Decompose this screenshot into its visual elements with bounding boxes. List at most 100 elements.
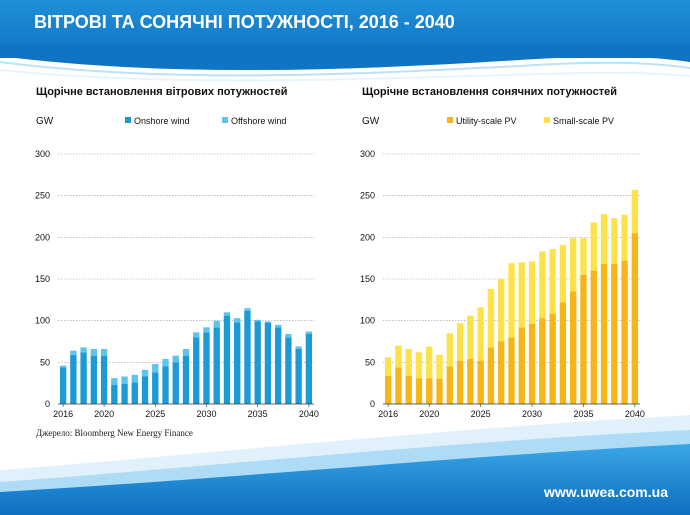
y-tick-label: 300 xyxy=(35,149,50,159)
bar-segment xyxy=(426,378,433,404)
bar-segment xyxy=(244,310,251,404)
bar-segment xyxy=(477,360,484,404)
y-unit-label: GW xyxy=(36,116,54,127)
bar-segment xyxy=(395,345,402,368)
bar-segment xyxy=(467,315,474,359)
bar-segment xyxy=(111,378,118,385)
bar-segment xyxy=(162,366,169,404)
bar-segment xyxy=(580,274,587,404)
bar-segment xyxy=(70,350,77,355)
bar-segment xyxy=(223,312,231,316)
bar-segment xyxy=(111,384,118,404)
bar-segment xyxy=(203,332,210,404)
y-tick-label: 150 xyxy=(35,274,50,284)
x-tick-label: 2040 xyxy=(625,409,645,419)
bar-segment xyxy=(621,214,628,261)
bar-segment xyxy=(131,374,138,383)
legend-label: Offshore wind xyxy=(231,116,286,126)
x-tick-label: 2025 xyxy=(471,409,491,419)
chart-title: Щорічне встановлення сонячних потужносте… xyxy=(362,86,617,98)
bar-segment xyxy=(600,264,608,404)
chart-title: Щорічне встановлення вітрових потужносте… xyxy=(36,86,287,98)
bar-segment xyxy=(172,362,179,404)
bar-segment xyxy=(213,320,220,328)
bar-segment xyxy=(90,349,98,356)
bar-segment xyxy=(477,307,484,361)
bar-segment xyxy=(600,214,608,264)
bar-segment xyxy=(121,376,128,384)
legend-swatch xyxy=(222,117,228,123)
bar-segment xyxy=(254,321,261,404)
bar-segment xyxy=(415,378,423,404)
y-tick-label: 0 xyxy=(370,399,375,409)
x-tick-label: 2020 xyxy=(94,409,114,419)
bar-segment xyxy=(384,357,392,376)
website-link[interactable]: www.uwea.com.ua xyxy=(544,484,668,500)
x-tick-label: 2016 xyxy=(378,409,398,419)
bar-segment xyxy=(59,367,67,404)
bar-segment xyxy=(234,318,241,323)
y-unit-label: GW xyxy=(362,116,380,127)
bar-segment xyxy=(580,238,587,275)
y-tick-label: 200 xyxy=(360,232,375,242)
bar-segment xyxy=(569,291,577,404)
bar-segment xyxy=(559,244,567,303)
bar-segment xyxy=(539,318,546,404)
bar-segment xyxy=(182,355,190,404)
bar-segment xyxy=(203,327,210,333)
bar-segment xyxy=(631,233,639,404)
legend-swatch xyxy=(125,117,131,123)
legend-swatch xyxy=(447,117,453,123)
bar-segment xyxy=(285,334,292,338)
bar-segment xyxy=(305,334,313,404)
bar-segment xyxy=(80,352,87,404)
bar-segment xyxy=(264,321,272,323)
x-tick-label: 2040 xyxy=(299,409,319,419)
bar-segment xyxy=(611,264,618,404)
bar-segment xyxy=(539,251,546,319)
bar-segment xyxy=(234,322,241,404)
y-tick-label: 300 xyxy=(360,149,375,159)
bar-segment xyxy=(152,364,159,373)
bar-segment xyxy=(295,346,302,349)
legend-label: Utility-scale PV xyxy=(456,116,517,126)
bar-segment xyxy=(285,337,292,404)
footer-wave-decoration xyxy=(0,415,690,515)
bar-segment xyxy=(274,324,282,328)
x-tick-label: 2035 xyxy=(248,409,268,419)
bar-segment xyxy=(467,359,474,404)
bar-segment xyxy=(152,372,159,404)
bar-segment xyxy=(518,262,525,328)
x-tick-label: 2035 xyxy=(573,409,593,419)
bar-segment xyxy=(80,347,87,353)
bar-segment xyxy=(436,354,443,379)
bar-segment xyxy=(182,349,190,356)
y-tick-label: 100 xyxy=(360,316,375,326)
y-tick-label: 250 xyxy=(360,191,375,201)
bar-segment xyxy=(384,375,392,404)
bar-segment xyxy=(528,324,536,404)
x-tick-label: 2030 xyxy=(196,409,216,419)
bar-segment xyxy=(223,315,231,404)
bar-segment xyxy=(131,382,138,404)
bar-segment xyxy=(254,319,261,322)
bar-segment xyxy=(90,355,98,404)
bar-segment xyxy=(295,349,302,404)
x-tick-label: 2016 xyxy=(53,409,73,419)
bar-segment xyxy=(631,189,639,234)
bar-segment xyxy=(141,376,149,404)
bar-segment xyxy=(456,360,464,404)
bar-segment xyxy=(569,238,577,292)
bar-segment xyxy=(611,218,618,264)
bar-segment xyxy=(549,314,556,404)
bar-segment xyxy=(446,333,454,367)
bar-segment xyxy=(59,365,67,368)
bar-segment xyxy=(213,327,220,404)
y-tick-label: 200 xyxy=(35,232,50,242)
bar-segment xyxy=(141,369,149,377)
bar-segment xyxy=(528,261,536,324)
y-tick-label: 50 xyxy=(40,357,50,367)
x-tick-label: 2020 xyxy=(419,409,439,419)
legend-label: Onshore wind xyxy=(134,116,190,126)
bar-segment xyxy=(415,352,423,379)
